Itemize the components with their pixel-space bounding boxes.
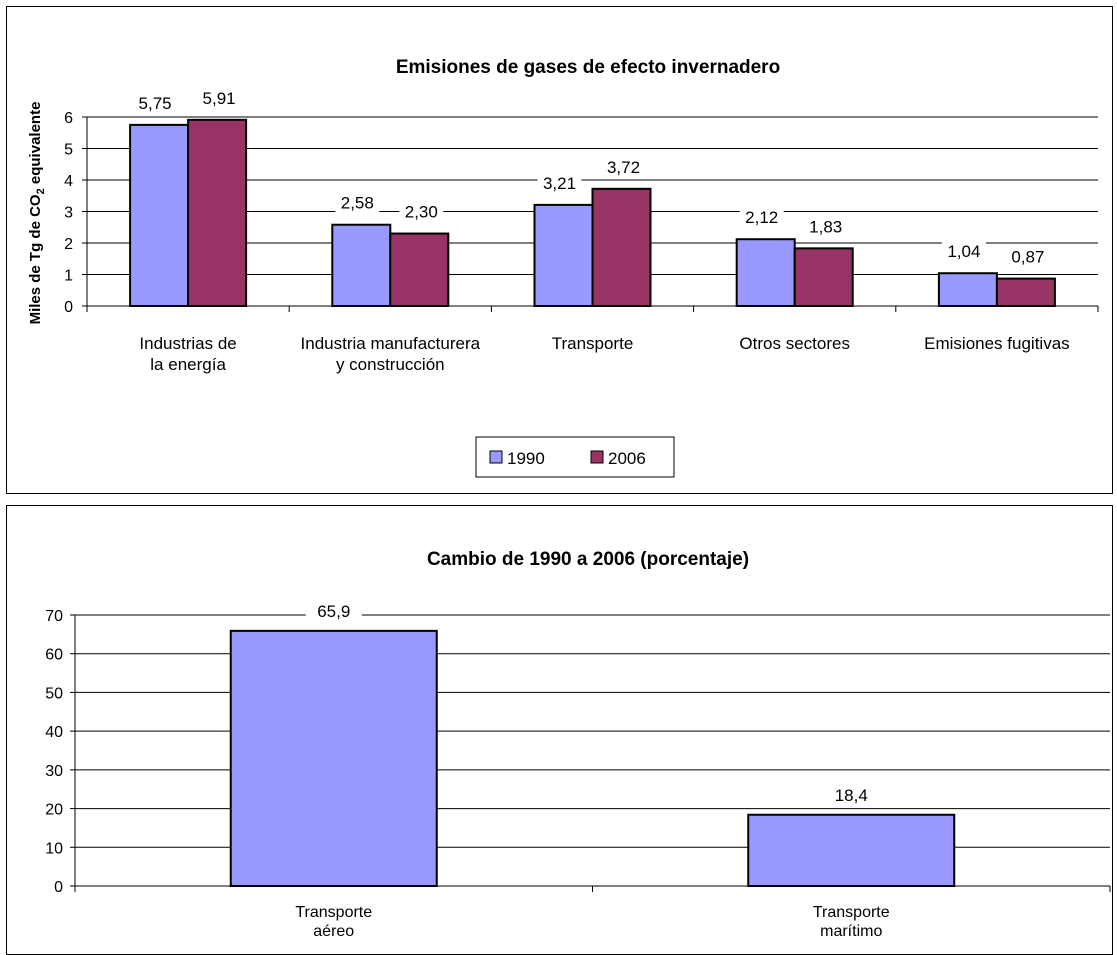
category-label: Emisiones fugitivas (924, 334, 1070, 353)
category-label: Transporte aéreo (295, 904, 372, 940)
y-tick-label: 40 (45, 724, 63, 741)
y-tick-label: 60 (45, 647, 63, 664)
y-tick-label: 3 (64, 205, 73, 222)
y-tick-label: 1 (64, 268, 73, 285)
chart-title-2: Cambio de 1990 a 2006 (porcentaje) (427, 549, 749, 570)
y-tick-label: 10 (45, 840, 63, 857)
data-label-bg (305, 597, 362, 622)
y-tick-label: 20 (45, 802, 63, 819)
chart-title: Emisiones de gases de efecto invernadero (396, 57, 780, 78)
bar-2006 (995, 277, 1056, 308)
legend: 1990 2006 (475, 436, 675, 478)
data-label: 3,72 (607, 158, 640, 177)
bar-2006 (389, 232, 450, 307)
data-label: 2,58 (341, 194, 374, 213)
data-label: 5,91 (203, 89, 236, 108)
chart-frame-2 (6, 505, 1113, 955)
category-label: Transporte (552, 334, 634, 353)
data-label-bg (941, 240, 986, 263)
data-label-bg (197, 86, 242, 109)
y-tick-label: 30 (45, 763, 63, 780)
y-tick-label: 0 (64, 299, 73, 316)
data-label: 3,21 (543, 174, 576, 193)
legend-box (475, 436, 675, 478)
data-label: 18,4 (835, 786, 868, 805)
data-label-bg (823, 781, 880, 806)
legend-swatch-1990 (489, 450, 503, 464)
bar-2006 (793, 247, 854, 307)
data-label: 1,83 (809, 217, 842, 236)
bar-1990 (533, 203, 594, 307)
data-label-bg (739, 206, 784, 229)
data-label: 5,75 (139, 94, 172, 113)
legend-label-1990: 1990 (507, 449, 545, 468)
category-label: Industria manufacturera y construcción (301, 334, 481, 374)
bar-1990 (331, 223, 392, 307)
bar-1990 (735, 238, 796, 307)
data-label-bg (1005, 245, 1050, 268)
y-tick-label: 5 (64, 142, 73, 159)
y-tick-label: 4 (64, 173, 73, 190)
data-label: 2,30 (405, 203, 438, 222)
data-label: 0,87 (1011, 248, 1044, 267)
data-label: 2,12 (745, 208, 778, 227)
y-tick-label: 0 (54, 879, 63, 896)
bar (747, 813, 956, 887)
legend-swatch-2006 (590, 450, 604, 464)
bar-1990 (129, 123, 190, 307)
y-axis-label: Miles de Tg de CO2 equivalente (27, 102, 47, 325)
data-label: 65,9 (317, 602, 350, 621)
data-label-bg (133, 91, 178, 114)
category-label: Industrias de la energía (139, 334, 236, 374)
data-label-bg (399, 200, 444, 223)
category-label: Transporte marítimo (813, 904, 890, 940)
data-label: 1,04 (947, 242, 980, 261)
data-label-bg (803, 215, 848, 238)
legend-label-2006: 2006 (608, 449, 646, 468)
data-label-bg (537, 171, 582, 194)
category-label: Otros sectores (739, 334, 850, 353)
data-label-bg (601, 155, 646, 178)
y-tick-label: 6 (64, 110, 73, 127)
y-tick-label: 2 (64, 236, 73, 253)
y-tick-label: 50 (45, 685, 63, 702)
bar-2006 (591, 187, 652, 308)
bar-2006 (187, 118, 248, 307)
bar-1990 (937, 272, 998, 307)
data-label-bg (335, 191, 380, 214)
emissions-chart: Emisiones de gases de efecto invernadero… (6, 6, 1113, 494)
bar (229, 629, 438, 887)
y-tick-label: 70 (45, 608, 63, 625)
